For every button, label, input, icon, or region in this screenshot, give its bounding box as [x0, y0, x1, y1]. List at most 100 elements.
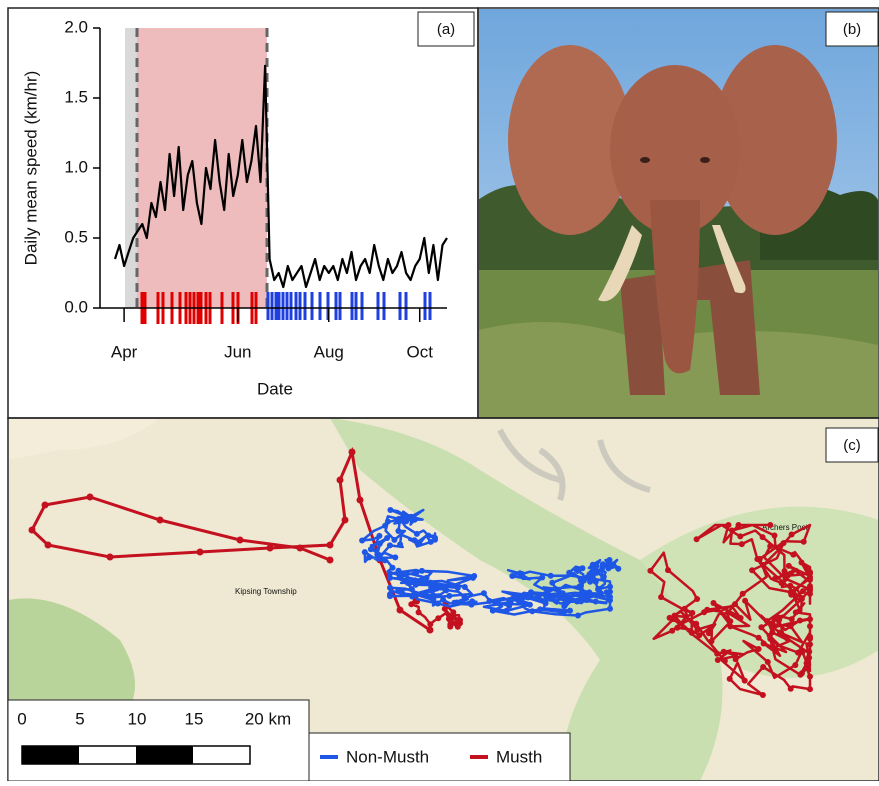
musth-track-fix — [739, 590, 746, 597]
musth-track-fix — [764, 618, 771, 625]
non-musth-track-fix — [610, 561, 617, 568]
musth-track-fix — [797, 671, 804, 678]
x-tick-label: Aug — [314, 342, 344, 361]
musth-track-fix — [326, 556, 334, 564]
scale-box — [7, 699, 310, 782]
non-musth-track-fix — [453, 599, 460, 606]
musth-track-fix — [796, 617, 803, 624]
y-tick-label: 2.0 — [64, 17, 88, 36]
x-tick-label: Apr — [111, 342, 138, 361]
musth-track-fix — [28, 526, 36, 534]
musth-track-fix — [689, 609, 696, 616]
scale-label: 5 — [75, 709, 84, 728]
panel-label-box — [825, 427, 879, 463]
non-musth-track-fix — [392, 554, 399, 561]
non-musth-track-fix — [434, 600, 441, 607]
non-musth-track-fix — [413, 579, 419, 586]
non-musth-track-fix — [506, 602, 513, 609]
musth-track-fix — [790, 551, 797, 558]
musth-track-fix — [669, 627, 676, 634]
non-musth-track-fix — [598, 567, 605, 574]
musth-track-fix — [714, 650, 721, 657]
non-musth-track-fix — [389, 564, 396, 571]
musth-track-fix — [356, 496, 364, 504]
non-musth-track-fix — [573, 566, 580, 573]
musth-track-fix — [795, 649, 801, 656]
non-musth-track-fix — [387, 591, 393, 598]
non-musth-track-fix — [376, 540, 383, 547]
non-musth-track-fix — [461, 593, 468, 600]
musth-track-fix — [86, 493, 94, 501]
musth-track-fix — [427, 621, 434, 628]
musth-track-fix — [800, 588, 806, 595]
musth-track-fix — [721, 657, 728, 664]
non-musth-track-fix — [561, 603, 568, 610]
scale-bar-segment — [22, 746, 79, 764]
musth-track-fix — [196, 548, 204, 556]
musth-track-fix — [738, 541, 745, 548]
musth-track-fix — [714, 657, 721, 663]
musth-track-fix — [348, 448, 356, 456]
musth-track-fix — [799, 649, 806, 655]
musth-track-fix — [807, 583, 813, 590]
musth-track-fix — [106, 553, 114, 561]
y-tick-label: 0.0 — [64, 297, 88, 316]
non-musth-track-fix — [537, 606, 544, 613]
musth-track-fix — [737, 533, 744, 540]
musth-track-fix — [785, 562, 792, 569]
non-musth-track-fix — [555, 587, 562, 594]
musth-track-fix — [755, 634, 762, 641]
speed-line — [113, 64, 448, 289]
non-musth-track-fix — [517, 570, 523, 577]
musth-track-fix — [326, 541, 334, 549]
non-musth-track-fix — [543, 593, 550, 600]
non-musth-track-fix — [468, 601, 475, 608]
musth-track-fix — [705, 630, 712, 637]
musth-track-fix — [760, 664, 767, 670]
musth-track-fix — [732, 601, 738, 608]
non-musth-track-fix — [606, 557, 613, 563]
non-musth-track-fix — [592, 598, 599, 605]
non-musth-track-fix — [384, 535, 391, 541]
musth-track-fix — [807, 633, 813, 640]
musth-track-fix — [754, 556, 761, 563]
musth-track-fix — [807, 569, 813, 576]
non-musth-track-fix — [395, 587, 402, 593]
musth-track-fix — [759, 534, 766, 541]
non-musth-track-fix — [387, 584, 393, 591]
musth-track-fix — [766, 632, 773, 639]
musth-track-fix — [156, 516, 164, 524]
non-musth-track-fix — [427, 538, 434, 545]
non-musth-track-fix — [381, 557, 388, 564]
non-musth-track-fix — [443, 587, 450, 594]
musth-track-fix — [788, 591, 795, 598]
non-musth-track-fix — [526, 601, 533, 608]
musth-track-fix — [759, 692, 766, 698]
musth-track-fix — [426, 626, 434, 634]
non-musth-track-fix — [429, 583, 436, 590]
scale-label: 0 — [17, 709, 26, 728]
non-musth-track-fix — [408, 586, 415, 593]
pre-musth-shade — [125, 28, 137, 308]
non-musth-track-fix — [529, 608, 536, 615]
non-musth-track-fix — [579, 565, 586, 572]
musth-track-fix — [769, 645, 776, 652]
non-musth-track-fix — [559, 590, 566, 597]
photo — [479, 9, 878, 418]
musth-track-fix — [770, 624, 777, 631]
musth-track-fix — [792, 662, 799, 669]
musth-track-fix — [787, 623, 794, 630]
musth-track-fix — [807, 686, 813, 693]
non-musth-track-fix — [395, 528, 402, 534]
musth-track-fix — [447, 618, 454, 625]
non-musth-track-fix — [593, 562, 600, 569]
musth-track-fix — [778, 580, 785, 587]
musth-track-fix — [447, 623, 454, 630]
scale-label: 20 km — [245, 709, 291, 728]
non-musth-track-fix — [395, 567, 402, 574]
non-musth-track-fix — [361, 549, 368, 556]
musth-track-fix — [41, 501, 49, 509]
x-tick-label: Oct — [406, 342, 433, 361]
musth-track-fix — [780, 540, 787, 547]
musth-track-fix — [732, 656, 739, 663]
